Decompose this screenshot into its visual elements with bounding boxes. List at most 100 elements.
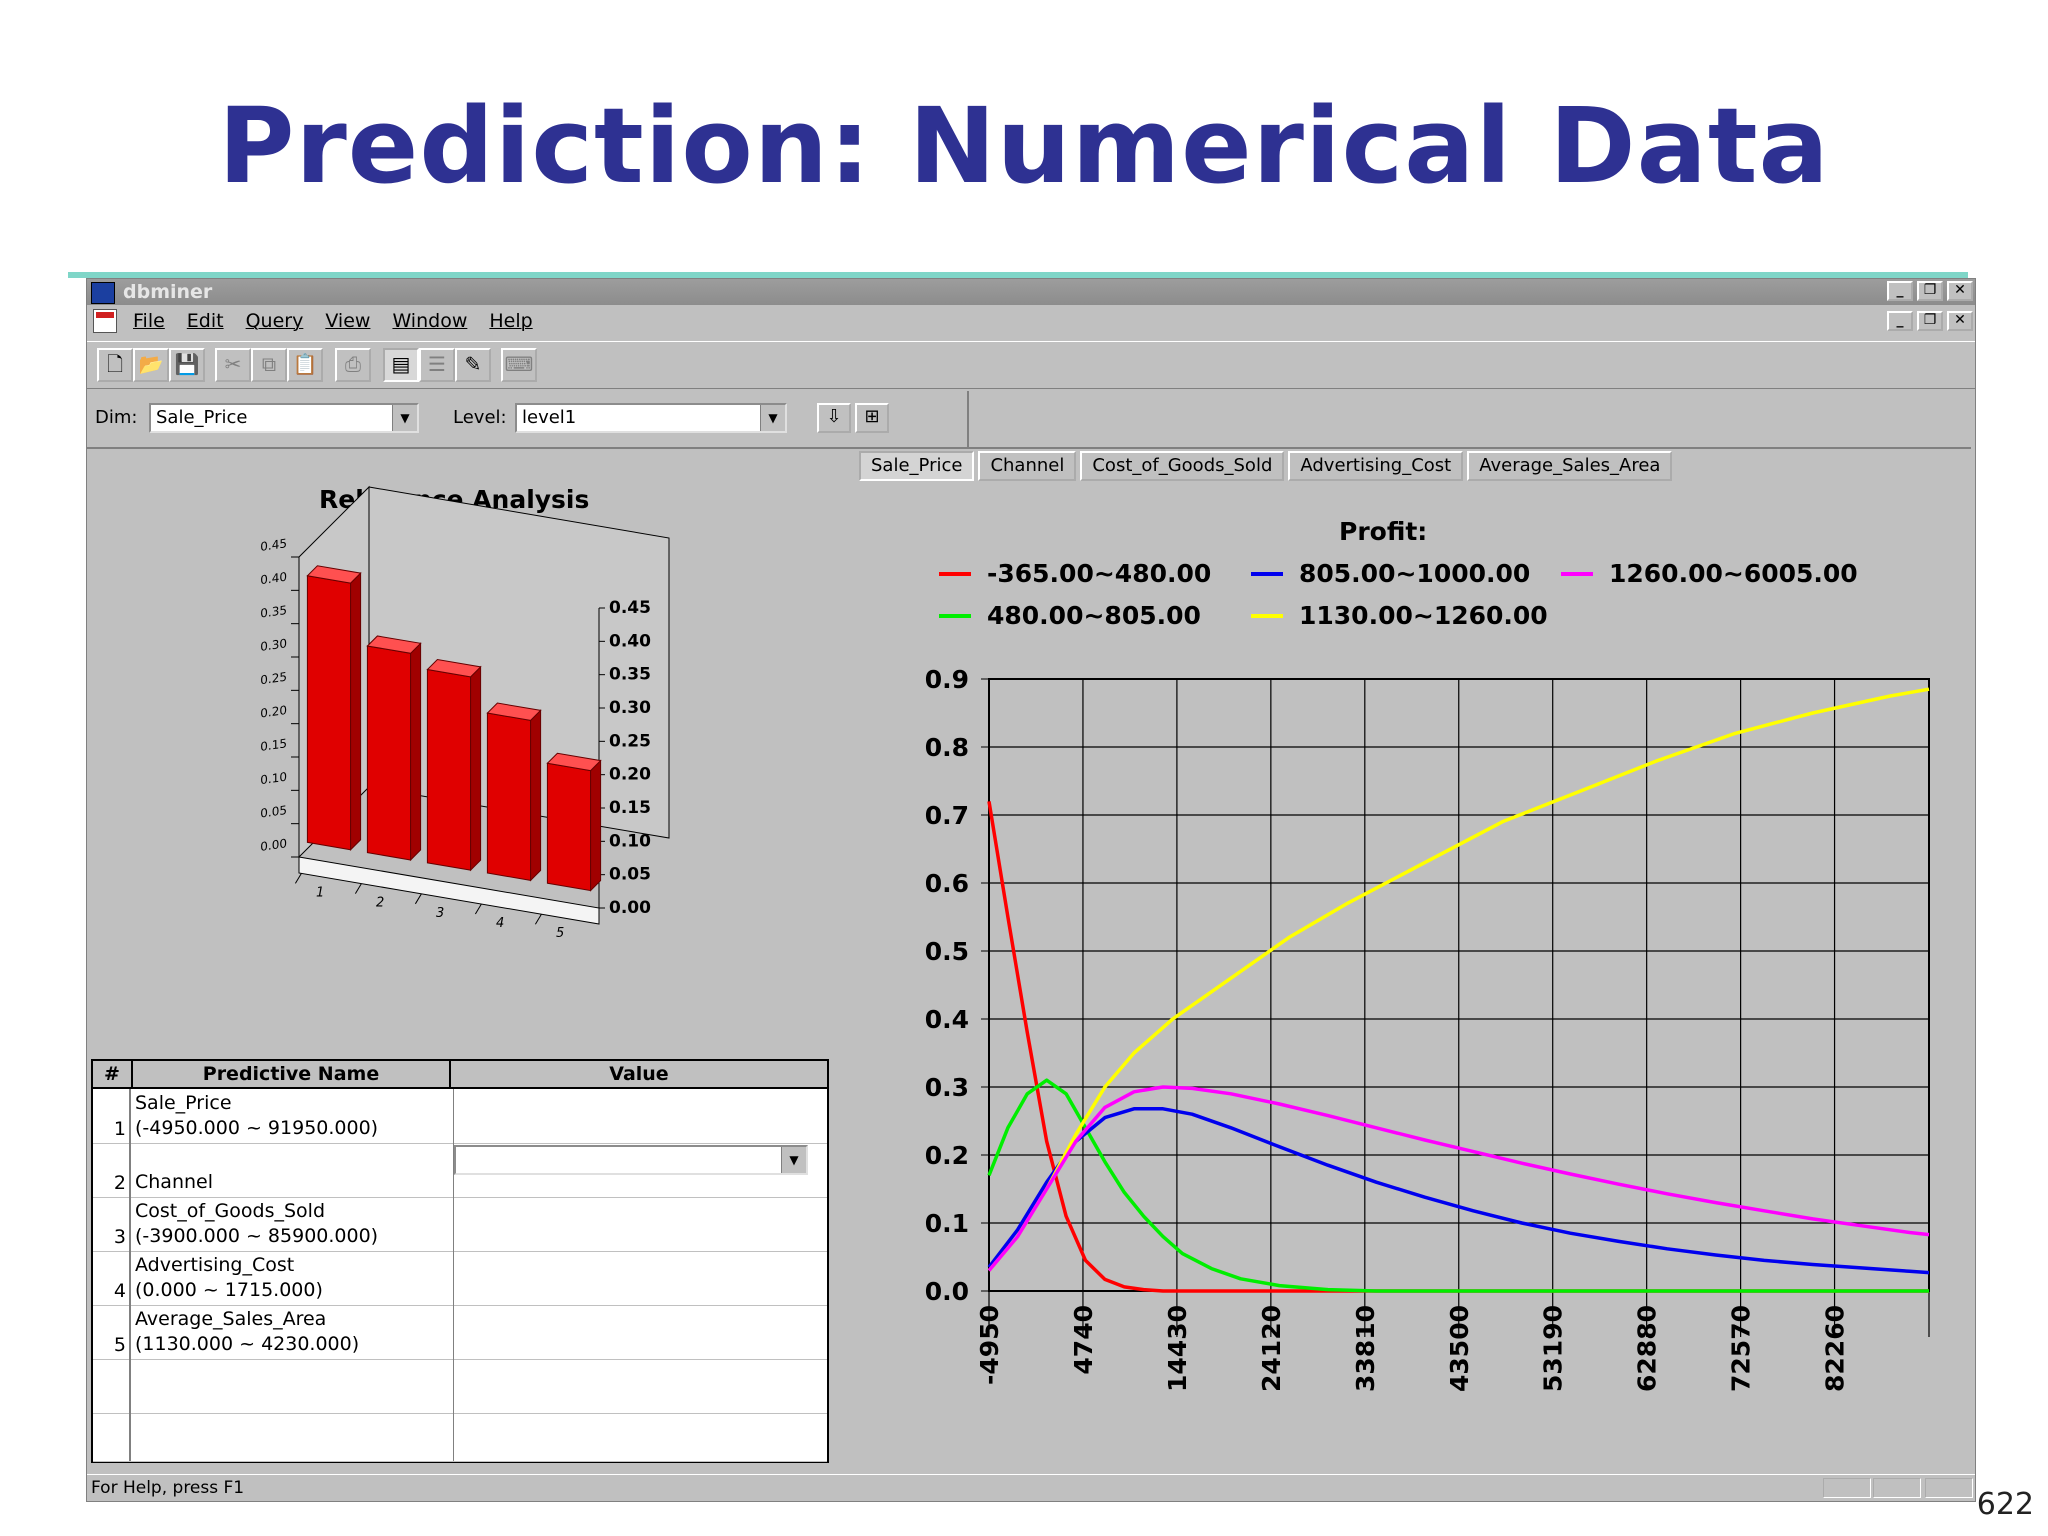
y-tick-label-right: 0.10 bbox=[609, 831, 651, 851]
view-table-icon[interactable]: ▤ bbox=[383, 348, 419, 382]
minimize-button[interactable]: _ bbox=[1887, 281, 1913, 301]
menu-query[interactable]: Query bbox=[245, 310, 304, 332]
legend-item: 1260.00~6005.00 bbox=[1561, 559, 1858, 588]
legend-label: 805.00~1000.00 bbox=[1299, 559, 1531, 588]
save-icon[interactable]: 💾 bbox=[169, 348, 205, 382]
chart-floor bbox=[298, 856, 600, 925]
series-line bbox=[987, 801, 1929, 1293]
y-tick-label-left: 0.10 bbox=[260, 770, 287, 788]
y-tick-label: 0.9 bbox=[925, 665, 969, 694]
dim-label: Dim: bbox=[95, 407, 138, 428]
y-tick-label-left: 0.30 bbox=[260, 636, 287, 654]
menu-edit[interactable]: Edit bbox=[186, 310, 224, 332]
cut-icon[interactable]: ✂ bbox=[215, 348, 251, 382]
new-icon[interactable]: 🗋 bbox=[97, 348, 133, 382]
x-tick-label: 72570 bbox=[1727, 1305, 1756, 1392]
y-tick-label-left: 0.45 bbox=[260, 536, 287, 554]
restore-button[interactable]: ❐ bbox=[1917, 281, 1943, 301]
y-tick-label-right: 0.15 bbox=[609, 798, 651, 818]
dbminer-window: dbminer _ ❐ ✕ File Edit Query View Windo… bbox=[86, 278, 1976, 1502]
row-number bbox=[93, 1413, 131, 1461]
doc-close-button[interactable]: ✕ bbox=[1947, 311, 1973, 331]
row-value[interactable] bbox=[453, 1251, 810, 1305]
table-row[interactable] bbox=[93, 1413, 827, 1462]
dimension-bar: Dim: Sale_Price ▼ Level: level1 ▼ ⇩ ⊞ bbox=[87, 391, 969, 449]
legend-swatch bbox=[939, 571, 971, 576]
menu-window[interactable]: Window bbox=[392, 310, 468, 332]
doc-restore-button[interactable]: ❐ bbox=[1917, 311, 1943, 331]
x-tick bbox=[474, 903, 482, 915]
chevron-down-icon[interactable]: ▼ bbox=[760, 405, 785, 431]
predictor-range: (-4950.000 ~ 91950.000) bbox=[135, 1117, 379, 1139]
chevron-down-icon[interactable]: ▼ bbox=[781, 1147, 806, 1173]
table-row[interactable]: 2 Channel ▼ bbox=[93, 1143, 827, 1198]
bar-side bbox=[350, 571, 362, 851]
tab-cost-of-goods-sold[interactable]: Cost_of_Goods_Sold bbox=[1080, 451, 1285, 481]
main-area: Relevance Analysis 0.00 0.00 0.05 0.05 0.10 0… bbox=[89, 447, 1971, 1475]
profit-line-chart: 0.0 0.1 0.2 0.3 0.4 0.5 0.6 0.7 0.8 0.9 -4950 4740 1… bbox=[925, 665, 1930, 1392]
print-icon[interactable]: ⎙ bbox=[335, 348, 371, 382]
row-name: Sale_Price (-4950.000 ~ 91950.000) bbox=[135, 1091, 425, 1141]
close-button[interactable]: ✕ bbox=[1947, 281, 1973, 301]
x-tick-label: 14430 bbox=[1163, 1305, 1192, 1392]
wizard-icon[interactable]: ✎ bbox=[455, 348, 491, 382]
tab-average-sales-area[interactable]: Average_Sales_Area bbox=[1467, 451, 1673, 481]
bar-front bbox=[306, 575, 352, 851]
slide-title: Prediction: Numerical Data bbox=[218, 85, 1830, 207]
row-name: Cost_of_Goods_Sold (-3900.000 ~ 85900.00… bbox=[135, 1199, 425, 1249]
predictor-name: Advertising_Cost bbox=[135, 1254, 295, 1276]
x-tick bbox=[294, 873, 302, 884]
y-tick-label: 0.0 bbox=[925, 1277, 969, 1306]
row-value[interactable] bbox=[453, 1197, 810, 1251]
tab-advertising-cost[interactable]: Advertising_Cost bbox=[1288, 451, 1464, 481]
grid-icon[interactable]: ⊞ bbox=[855, 403, 889, 433]
y-tick-label-left: 0.35 bbox=[260, 603, 287, 621]
document-icon[interactable] bbox=[93, 309, 117, 333]
toolbar: 🗋 📂 💾 ✂ ⧉ 📋 ⎙ ▤ ☰ ✎ ⌨ bbox=[87, 341, 1975, 389]
row-value[interactable] bbox=[453, 1305, 810, 1359]
menu-bar: File Edit Query View Window Help _ ❐ ✕ bbox=[87, 307, 1975, 337]
predictor-name: Sale_Price bbox=[135, 1092, 232, 1114]
chevron-down-icon[interactable]: ▼ bbox=[392, 405, 417, 431]
row-value[interactable] bbox=[453, 1413, 810, 1461]
tab-channel[interactable]: Channel bbox=[978, 451, 1077, 481]
table-row[interactable]: 4 Advertising_Cost (0.000 ~ 1715.000) bbox=[93, 1251, 827, 1306]
bar-side bbox=[530, 709, 542, 882]
keyboard-icon[interactable]: ⌨ bbox=[501, 348, 537, 382]
table-row[interactable]: 5 Average_Sales_Area (1130.000 ~ 4230.00… bbox=[93, 1305, 827, 1360]
legend-item: 1130.00~1260.00 bbox=[1251, 601, 1548, 630]
row-value[interactable] bbox=[453, 1089, 810, 1143]
y-tick-label-right: 0.00 bbox=[609, 898, 651, 918]
menu-file[interactable]: File bbox=[133, 310, 165, 332]
window-titlebar[interactable]: dbminer _ ❐ ✕ bbox=[87, 279, 1975, 305]
channel-value-select[interactable]: ▼ bbox=[454, 1145, 808, 1175]
row-value[interactable] bbox=[453, 1359, 810, 1413]
y-tick-label-left: 0.15 bbox=[260, 736, 287, 754]
dim-select[interactable]: Sale_Price ▼ bbox=[149, 403, 419, 433]
status-text: For Help, press F1 bbox=[91, 1478, 245, 1498]
doc-minimize-button[interactable]: _ bbox=[1887, 311, 1913, 331]
paste-icon[interactable]: 📋 bbox=[287, 348, 323, 382]
bar-front bbox=[366, 645, 412, 861]
table-row[interactable]: 1 Sale_Price (-4950.000 ~ 91950.000) bbox=[93, 1089, 827, 1144]
series-line bbox=[987, 1078, 1929, 1293]
row-value[interactable]: ▼ bbox=[453, 1143, 810, 1197]
y-tick-label: 0.5 bbox=[925, 937, 969, 966]
level-select[interactable]: level1 ▼ bbox=[515, 403, 787, 433]
window-title: dbminer bbox=[123, 281, 213, 303]
menu-help[interactable]: Help bbox=[489, 310, 533, 332]
row-number: 1 bbox=[93, 1089, 131, 1143]
predictive-grid: # Predictive Name Value 1 Sale_Price (-4… bbox=[91, 1059, 829, 1463]
y-tick-label-left: 0.05 bbox=[260, 803, 287, 821]
open-icon[interactable]: 📂 bbox=[133, 348, 169, 382]
table-row[interactable] bbox=[93, 1359, 827, 1414]
menu-view[interactable]: View bbox=[325, 310, 371, 332]
sort-icon[interactable]: ⇩ bbox=[817, 403, 851, 433]
view-list-icon[interactable]: ☰ bbox=[419, 348, 455, 382]
x-tick-label: 43500 bbox=[1445, 1305, 1474, 1392]
copy-icon[interactable]: ⧉ bbox=[251, 348, 287, 382]
predictor-range: (-3900.000 ~ 85900.000) bbox=[135, 1225, 379, 1247]
tab-sale-price[interactable]: Sale_Price bbox=[859, 451, 975, 481]
legend-label: 1130.00~1260.00 bbox=[1299, 601, 1548, 630]
table-row[interactable]: 3 Cost_of_Goods_Sold (-3900.000 ~ 85900.… bbox=[93, 1197, 827, 1252]
